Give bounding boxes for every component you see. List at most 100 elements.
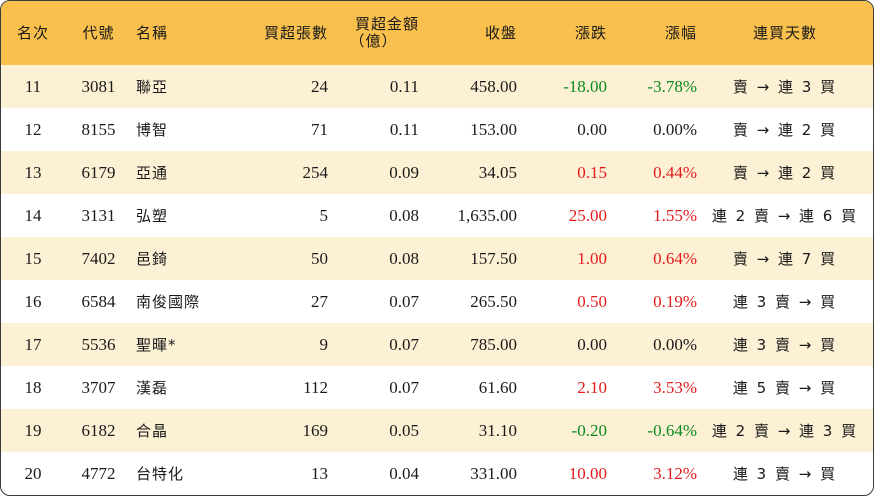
header-close: 收盤 [484, 23, 517, 42]
cell-change: -0.20 [571, 420, 607, 440]
cell-volume: 9 [319, 334, 329, 354]
cell-code: 4772 [81, 463, 116, 483]
cell-rank: 13 [24, 162, 42, 182]
cell-rank: 11 [24, 76, 42, 96]
cell-code: 8155 [81, 119, 116, 139]
cell-streak: 賣 → 連 2 買 [732, 164, 838, 182]
cell-streak: 連 3 賣 → 買 [732, 465, 838, 483]
table-row: 12 8155 博智 71 0.11 153.00 0.00 0.00% 賣 →… [1, 108, 873, 151]
cell-rank: 14 [24, 205, 42, 225]
cell-name: 聯亞 [136, 78, 169, 96]
cell-streak: 賣 → 連 2 買 [732, 121, 838, 139]
cell-amount: 0.07 [389, 334, 419, 354]
header-change: 漲跌 [574, 23, 607, 42]
header-name: 名稱 [136, 23, 169, 42]
cell-change: 2.10 [577, 377, 607, 397]
cell-pct: 0.00% [653, 334, 697, 354]
cell-change: -18.00 [563, 76, 607, 96]
cell-change: 1.00 [577, 248, 607, 268]
table-body: 11 3081 聯亞 24 0.11 458.00 -18.00 -3.78% … [1, 65, 873, 495]
cell-code: 6182 [81, 420, 116, 440]
cell-volume: 13 [311, 463, 328, 483]
header-amount: 買超金額 （億） [328, 1, 419, 65]
cell-amount: 0.11 [389, 76, 419, 96]
table-row: 15 7402 邑錡 50 0.08 157.50 1.00 0.64% 賣 →… [1, 237, 873, 280]
cell-change: 0.00 [577, 334, 607, 354]
cell-pct: -3.78% [647, 76, 697, 96]
cell-change: 0.15 [577, 162, 607, 182]
header-code: 代號 [82, 23, 115, 42]
cell-volume: 71 [311, 119, 328, 139]
cell-code: 5536 [81, 334, 116, 354]
cell-close: 458.00 [470, 76, 517, 96]
cell-amount: 0.07 [389, 377, 419, 397]
cell-volume: 50 [311, 248, 328, 268]
table-row: 16 6584 南俊國際 27 0.07 265.50 0.50 0.19% 連… [1, 280, 873, 323]
cell-code: 3081 [81, 76, 116, 96]
table-row: 14 3131 弘塑 5 0.08 1,635.00 25.00 1.55% 連… [1, 194, 873, 237]
cell-rank: 17 [24, 334, 42, 354]
cell-pct: -0.64% [647, 420, 697, 440]
cell-name: 弘塑 [136, 207, 169, 225]
cell-name: 邑錡 [136, 250, 169, 268]
header-rank: 名次 [16, 23, 49, 42]
cell-name: 合晶 [136, 422, 169, 440]
table-header: 名次 代號 名稱 買超張數 買超金額 （億） 收盤 漲跌 漲幅 連買天數 [1, 1, 873, 65]
cell-change: 0.00 [577, 119, 607, 139]
cell-close: 61.60 [478, 377, 517, 397]
cell-rank: 15 [24, 248, 42, 268]
header-row: 名次 代號 名稱 買超張數 買超金額 （億） 收盤 漲跌 漲幅 連買天數 [1, 1, 873, 65]
cell-amount: 0.08 [389, 205, 419, 225]
cell-rank: 20 [24, 463, 42, 483]
cell-name: 台特化 [136, 465, 185, 483]
cell-code: 3131 [81, 205, 116, 225]
cell-volume: 254 [302, 162, 329, 182]
cell-change: 0.50 [577, 291, 607, 311]
cell-pct: 1.55% [653, 205, 697, 225]
cell-pct: 3.53% [653, 377, 697, 397]
cell-change: 10.00 [568, 463, 607, 483]
cell-streak: 賣 → 連 3 買 [732, 78, 838, 96]
cell-amount: 0.04 [389, 463, 419, 483]
cell-code: 6584 [81, 291, 116, 311]
cell-amount: 0.07 [389, 291, 419, 311]
table-row: 17 5536 聖暉* 9 0.07 785.00 0.00 0.00% 連 3… [1, 323, 873, 366]
table-row: 20 4772 台特化 13 0.04 331.00 10.00 3.12% 連… [1, 452, 873, 495]
cell-amount: 0.09 [389, 162, 419, 182]
cell-streak: 賣 → 連 7 買 [732, 250, 838, 268]
cell-code: 6179 [81, 162, 116, 182]
cell-close: 331.00 [470, 463, 517, 483]
cell-rank: 12 [24, 119, 42, 139]
cell-pct: 0.00% [653, 119, 697, 139]
cell-streak: 連 2 賣 → 連 3 買 [711, 422, 859, 440]
cell-close: 157.50 [470, 248, 517, 268]
cell-volume: 24 [311, 76, 328, 96]
cell-streak: 連 2 賣 → 連 6 買 [711, 207, 859, 225]
cell-pct: 0.44% [653, 162, 697, 182]
cell-change: 25.00 [568, 205, 607, 225]
cell-close: 31.10 [478, 420, 517, 440]
table-row: 19 6182 合晶 169 0.05 31.10 -0.20 -0.64% 連… [1, 409, 873, 452]
cell-close: 785.00 [470, 334, 517, 354]
cell-streak: 連 5 賣 → 買 [732, 379, 838, 397]
cell-close: 265.50 [470, 291, 517, 311]
header-days: 連買天數 [752, 23, 817, 42]
cell-amount: 0.08 [389, 248, 419, 268]
header-amount-line1: 買超金額 [354, 15, 419, 33]
cell-pct: 0.19% [653, 291, 697, 311]
cell-name: 漢磊 [136, 379, 169, 397]
cell-close: 1,635.00 [457, 205, 518, 225]
table-row: 13 6179 亞通 254 0.09 34.05 0.15 0.44% 賣 →… [1, 151, 873, 194]
cell-streak: 連 3 賣 → 買 [732, 293, 838, 311]
cell-volume: 169 [302, 420, 329, 440]
cell-pct: 3.12% [653, 463, 697, 483]
cell-volume: 27 [311, 291, 328, 311]
cell-streak: 連 3 賣 → 買 [732, 336, 838, 354]
cell-rank: 19 [24, 420, 42, 440]
cell-volume: 5 [319, 205, 329, 225]
header-amount-line2: （億） [349, 32, 398, 50]
cell-close: 153.00 [470, 119, 517, 139]
cell-volume: 112 [303, 377, 328, 397]
cell-rank: 16 [24, 291, 42, 311]
